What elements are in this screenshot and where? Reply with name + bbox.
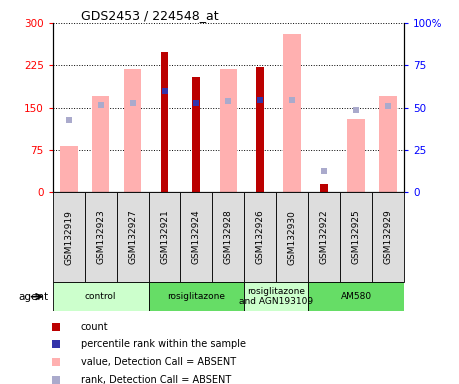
Text: GSM132930: GSM132930 bbox=[288, 210, 297, 265]
Text: rosiglitazone: rosiglitazone bbox=[168, 292, 225, 301]
Bar bbox=[161, 52, 168, 192]
Text: agent: agent bbox=[18, 291, 48, 302]
FancyBboxPatch shape bbox=[53, 282, 149, 311]
Text: count: count bbox=[81, 321, 108, 331]
FancyBboxPatch shape bbox=[149, 282, 244, 311]
Text: AM580: AM580 bbox=[341, 292, 372, 301]
Bar bbox=[283, 34, 301, 192]
FancyBboxPatch shape bbox=[213, 192, 244, 282]
FancyBboxPatch shape bbox=[180, 192, 213, 282]
Text: GSM132925: GSM132925 bbox=[352, 210, 360, 265]
Text: GSM132923: GSM132923 bbox=[96, 210, 105, 265]
Text: rosiglitazone
and AGN193109: rosiglitazone and AGN193109 bbox=[239, 287, 313, 306]
Bar bbox=[256, 67, 264, 192]
Bar bbox=[92, 96, 109, 192]
Bar bbox=[192, 76, 201, 192]
FancyBboxPatch shape bbox=[117, 192, 149, 282]
Text: GSM132928: GSM132928 bbox=[224, 210, 233, 265]
Text: GSM132924: GSM132924 bbox=[192, 210, 201, 265]
FancyBboxPatch shape bbox=[149, 192, 180, 282]
FancyBboxPatch shape bbox=[244, 192, 276, 282]
FancyBboxPatch shape bbox=[276, 192, 308, 282]
Text: GSM132922: GSM132922 bbox=[319, 210, 329, 265]
Text: GDS2453 / 224548_at: GDS2453 / 224548_at bbox=[81, 9, 218, 22]
Bar bbox=[219, 69, 237, 192]
Text: GSM132927: GSM132927 bbox=[128, 210, 137, 265]
FancyBboxPatch shape bbox=[308, 282, 404, 311]
Text: GSM132926: GSM132926 bbox=[256, 210, 265, 265]
FancyBboxPatch shape bbox=[53, 192, 85, 282]
FancyBboxPatch shape bbox=[340, 192, 372, 282]
FancyBboxPatch shape bbox=[372, 192, 404, 282]
Bar bbox=[60, 146, 78, 192]
Bar bbox=[347, 119, 365, 192]
Text: value, Detection Call = ABSENT: value, Detection Call = ABSENT bbox=[81, 357, 236, 367]
Text: percentile rank within the sample: percentile rank within the sample bbox=[81, 339, 246, 349]
Text: GSM132929: GSM132929 bbox=[383, 210, 392, 265]
Text: control: control bbox=[85, 292, 117, 301]
Bar bbox=[320, 184, 328, 192]
Bar bbox=[124, 69, 141, 192]
Text: rank, Detection Call = ABSENT: rank, Detection Call = ABSENT bbox=[81, 375, 231, 384]
FancyBboxPatch shape bbox=[308, 192, 340, 282]
FancyBboxPatch shape bbox=[244, 282, 308, 311]
Text: GSM132921: GSM132921 bbox=[160, 210, 169, 265]
FancyBboxPatch shape bbox=[85, 192, 117, 282]
Bar bbox=[379, 96, 397, 192]
Text: GSM132919: GSM132919 bbox=[64, 210, 73, 265]
